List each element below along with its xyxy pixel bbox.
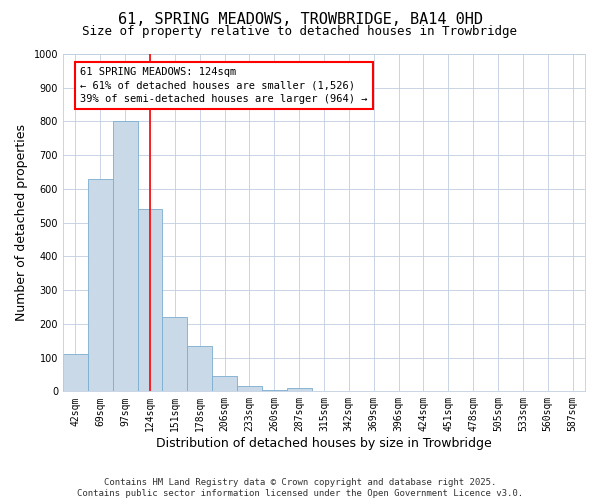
- Bar: [237, 386, 262, 392]
- X-axis label: Distribution of detached houses by size in Trowbridge: Distribution of detached houses by size …: [156, 437, 492, 450]
- Bar: [137, 209, 163, 392]
- Bar: [187, 346, 212, 392]
- Bar: [212, 376, 237, 392]
- Text: Size of property relative to detached houses in Trowbridge: Size of property relative to detached ho…: [83, 25, 517, 38]
- Bar: [287, 388, 311, 392]
- Bar: [63, 354, 88, 392]
- Text: 61 SPRING MEADOWS: 124sqm
← 61% of detached houses are smaller (1,526)
39% of se: 61 SPRING MEADOWS: 124sqm ← 61% of detac…: [80, 68, 368, 104]
- Bar: [88, 179, 113, 392]
- Text: Contains HM Land Registry data © Crown copyright and database right 2025.
Contai: Contains HM Land Registry data © Crown c…: [77, 478, 523, 498]
- Y-axis label: Number of detached properties: Number of detached properties: [15, 124, 28, 321]
- Bar: [113, 122, 137, 392]
- Text: 61, SPRING MEADOWS, TROWBRIDGE, BA14 0HD: 61, SPRING MEADOWS, TROWBRIDGE, BA14 0HD: [118, 12, 482, 28]
- Bar: [262, 390, 287, 392]
- Bar: [163, 317, 187, 392]
